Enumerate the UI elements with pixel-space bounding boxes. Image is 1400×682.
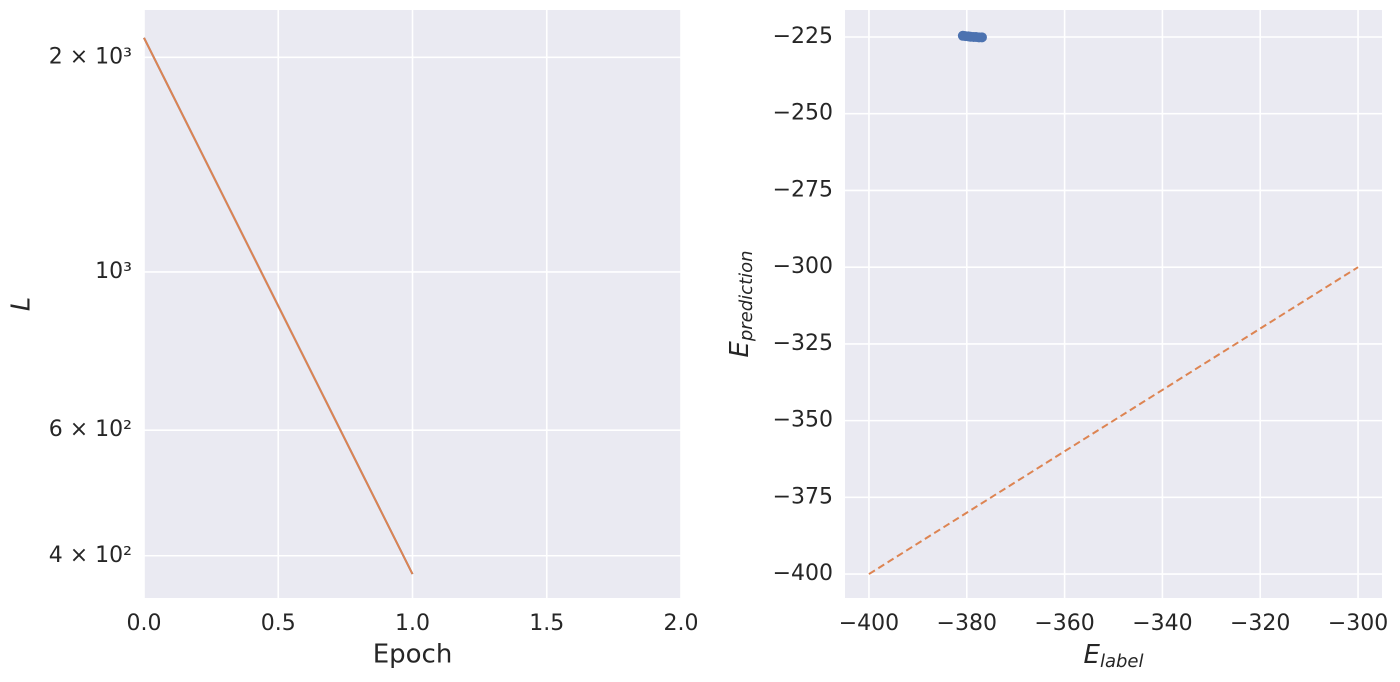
y-tick-label: −400 — [773, 561, 833, 586]
label-main: E — [725, 341, 755, 358]
subplot: 0.0 0.5 1.0 1.5 2.0 4 × 10² 6 × 10² 10³ 2 × 10³ E… — [7, 10, 699, 670]
x-tick-label: −400 — [839, 611, 899, 636]
x-tick-label: 0.0 — [127, 611, 162, 636]
y-tick-label: −300 — [773, 254, 833, 279]
y-axis-label: L — [7, 297, 37, 312]
x-tick-label: −340 — [1132, 611, 1192, 636]
x-tick-label: −360 — [1034, 611, 1094, 636]
y-tick-label: 6 × 10² — [49, 417, 132, 442]
label-sub: label — [1100, 651, 1144, 672]
y-axis-label: Eprediction — [725, 250, 758, 357]
y-tick-label: 2 × 10³ — [49, 44, 132, 69]
line — [868, 266, 1359, 575]
y-tick-label: 10³ — [95, 259, 132, 284]
y-tick-label: −250 — [773, 101, 833, 126]
y-tick-label: −350 — [773, 408, 833, 433]
plot-area — [845, 10, 1382, 598]
x-tick-label: 1.5 — [529, 611, 564, 636]
y-tick-label: −275 — [773, 177, 833, 202]
x-axis-label: Epoch — [373, 640, 453, 670]
x-tick-label: 2.0 — [664, 611, 699, 636]
point — [976, 32, 987, 43]
label-main: E — [1084, 640, 1101, 670]
x-tick-label: −300 — [1328, 611, 1388, 636]
y-tick-label: −325 — [773, 331, 833, 356]
y-tick-label: 4 × 10² — [49, 543, 132, 568]
y-tick-label: −375 — [773, 484, 833, 509]
x-axis-label: Elabel — [1084, 640, 1144, 673]
x-tick-label: 1.0 — [395, 611, 430, 636]
x-tick-label: −320 — [1230, 611, 1290, 636]
y-tick-label: −225 — [773, 24, 833, 49]
line — [143, 37, 414, 575]
x-tick-label: 0.5 — [261, 611, 296, 636]
subplot: −400 −380 −360 −340 −320 −300 −400 −375 −350 −325… — [725, 10, 1388, 673]
x-tick-label: −380 — [937, 611, 997, 636]
label-sub: prediction — [736, 250, 757, 342]
